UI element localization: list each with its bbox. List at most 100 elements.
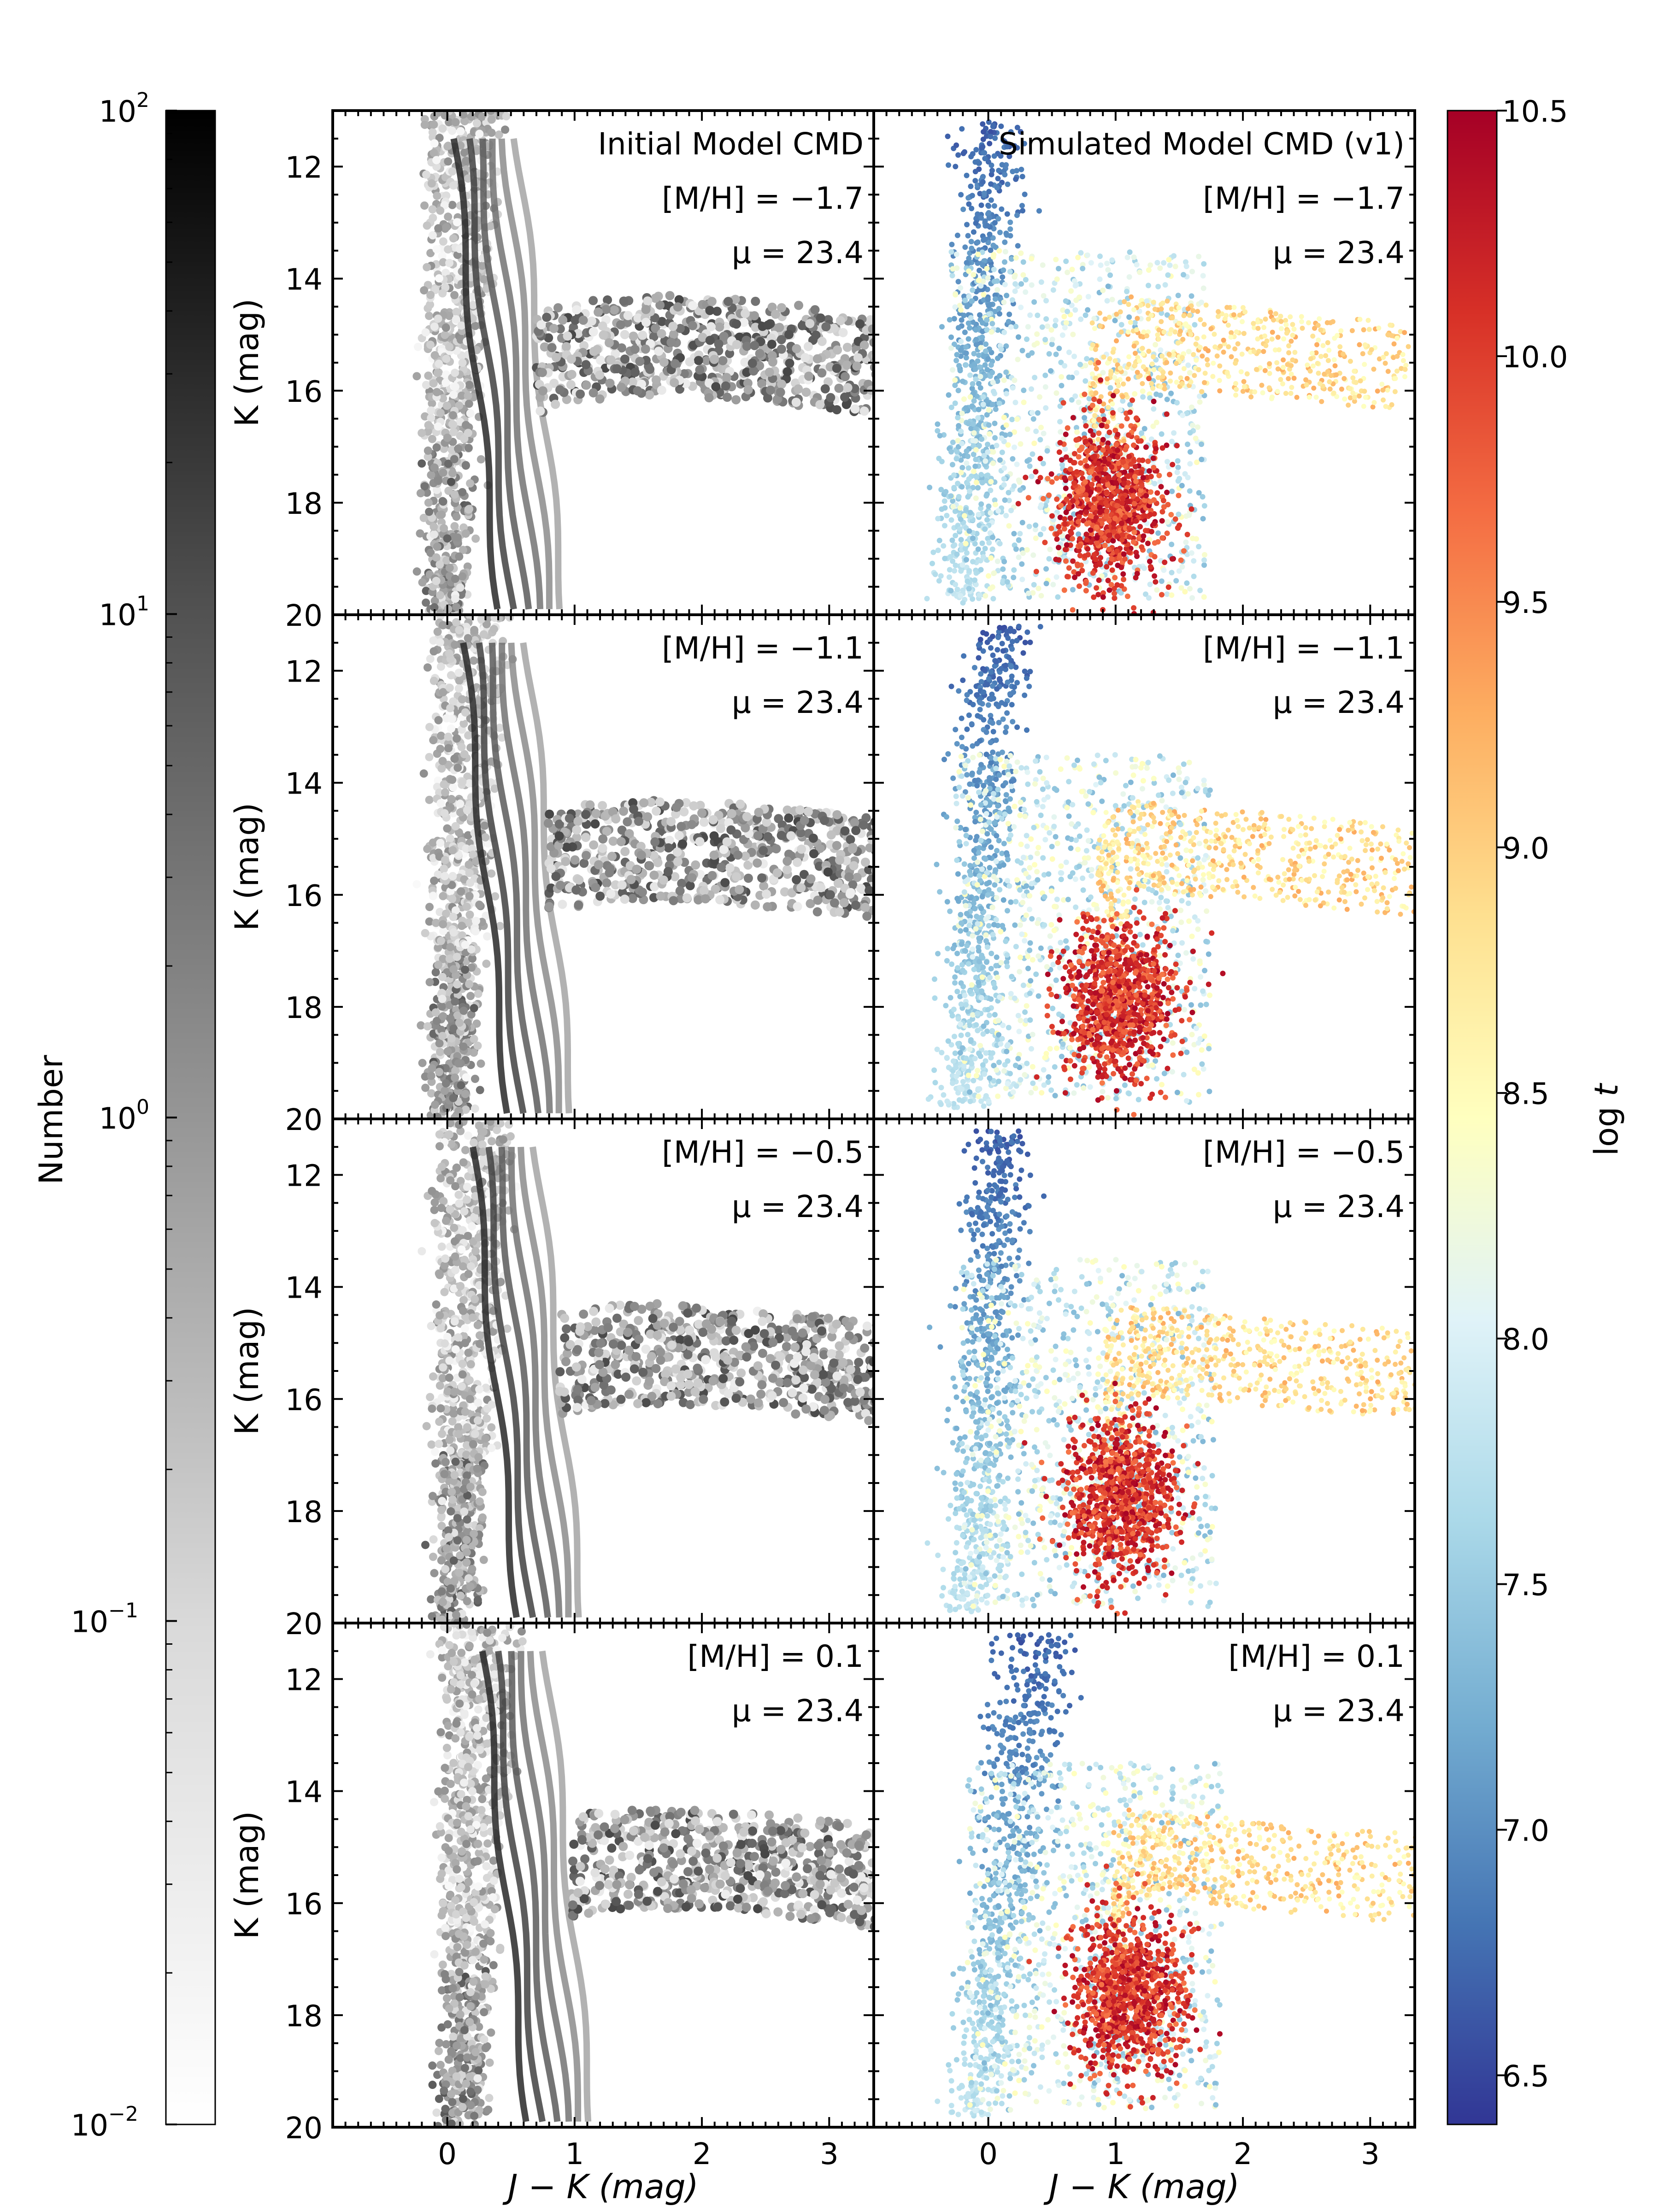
simulated-point bbox=[1104, 489, 1110, 495]
simulated-point bbox=[1165, 272, 1171, 278]
simulated-point bbox=[1275, 388, 1280, 394]
simulated-point bbox=[1062, 516, 1068, 522]
simulated-point bbox=[1113, 480, 1119, 486]
simulated-point bbox=[1037, 531, 1043, 537]
simulated-point bbox=[990, 235, 996, 241]
initial-point bbox=[665, 291, 675, 300]
simulated-point bbox=[1044, 448, 1050, 454]
simulated-point bbox=[948, 249, 954, 255]
initial-point bbox=[433, 542, 441, 551]
simulated-point bbox=[1014, 416, 1020, 422]
simulated-point bbox=[1071, 353, 1077, 359]
initial-point bbox=[771, 309, 780, 319]
simulated-point bbox=[1200, 494, 1206, 500]
simulated-point bbox=[970, 485, 976, 491]
simulated-point bbox=[1121, 551, 1127, 557]
simulated-point bbox=[1159, 319, 1164, 324]
simulated-point bbox=[1126, 432, 1132, 438]
initial-point bbox=[441, 323, 450, 332]
initial-point bbox=[645, 365, 655, 374]
simulated-point bbox=[1097, 505, 1103, 511]
initial-point bbox=[751, 323, 760, 332]
simulated-point bbox=[1010, 456, 1016, 462]
simulated-point bbox=[950, 498, 956, 504]
simulated-point bbox=[1031, 441, 1037, 447]
simulated-point bbox=[1004, 579, 1010, 585]
simulated-point bbox=[1169, 570, 1175, 576]
initial-point bbox=[435, 359, 443, 368]
simulated-point bbox=[1060, 400, 1066, 406]
simulated-point bbox=[1106, 518, 1112, 524]
y-tick-label: 14 bbox=[285, 263, 323, 297]
simulated-point bbox=[1159, 306, 1164, 312]
simulated-point bbox=[1199, 441, 1205, 447]
initial-point bbox=[859, 406, 869, 416]
initial-point bbox=[457, 321, 466, 330]
simulated-point bbox=[983, 341, 989, 347]
simulated-point bbox=[1035, 585, 1041, 591]
simulated-point bbox=[983, 477, 989, 483]
simulated-point bbox=[1064, 496, 1070, 502]
initial-point bbox=[711, 382, 721, 392]
simulated-point bbox=[1082, 391, 1088, 397]
initial-point bbox=[605, 338, 614, 347]
simulated-point bbox=[1135, 370, 1140, 375]
simulated-point bbox=[1083, 531, 1089, 537]
simulated-point bbox=[1105, 267, 1111, 273]
simulated-point bbox=[1100, 590, 1106, 596]
simulated-point bbox=[953, 533, 959, 539]
simulated-point bbox=[971, 390, 977, 396]
simulated-point bbox=[1099, 521, 1105, 527]
initial-point bbox=[558, 315, 568, 325]
simulated-point bbox=[1178, 375, 1183, 381]
simulated-point bbox=[1021, 400, 1027, 406]
simulated-point bbox=[1317, 316, 1322, 322]
simulated-point bbox=[948, 405, 954, 411]
simulated-point bbox=[1197, 345, 1203, 350]
simulated-point bbox=[963, 355, 969, 361]
simulated-point bbox=[1308, 356, 1313, 361]
initial-point bbox=[563, 331, 572, 341]
simulated-point bbox=[948, 493, 954, 499]
simulated-point bbox=[1001, 482, 1007, 488]
simulated-point bbox=[1049, 513, 1055, 519]
simulated-point bbox=[1338, 328, 1344, 334]
initial-point bbox=[800, 353, 810, 363]
simulated-point bbox=[966, 294, 972, 300]
simulated-point bbox=[1161, 329, 1167, 335]
simulated-point bbox=[1018, 441, 1024, 447]
simulated-point bbox=[948, 517, 954, 523]
simulated-point bbox=[1065, 270, 1071, 276]
simulated-point bbox=[961, 312, 967, 318]
simulated-point bbox=[1171, 253, 1177, 259]
simulated-point bbox=[1127, 512, 1133, 518]
simulated-point bbox=[971, 398, 977, 404]
simulated-point bbox=[1053, 257, 1059, 263]
simulated-point bbox=[1184, 580, 1190, 586]
simulated-point bbox=[995, 568, 1001, 574]
initial-point bbox=[777, 303, 787, 312]
simulated-point bbox=[1159, 445, 1165, 451]
simulated-point bbox=[1125, 506, 1131, 512]
simulated-point bbox=[1260, 390, 1265, 395]
initial-point bbox=[842, 342, 852, 352]
simulated-point bbox=[972, 366, 978, 372]
simulated-point bbox=[1300, 325, 1305, 331]
simulated-point bbox=[1174, 400, 1180, 406]
simulated-point bbox=[1159, 518, 1165, 524]
simulated-point bbox=[1278, 377, 1283, 382]
initial-point bbox=[442, 223, 451, 232]
simulated-point bbox=[1002, 139, 1008, 145]
simulated-point bbox=[1199, 389, 1205, 394]
simulated-point bbox=[955, 481, 961, 487]
initial-point bbox=[772, 394, 782, 404]
colorbar-tick-label: 101 bbox=[99, 592, 149, 633]
simulated-point bbox=[1221, 337, 1226, 343]
initial-point bbox=[821, 322, 831, 332]
simulated-point bbox=[964, 172, 970, 178]
simulated-point bbox=[991, 203, 997, 209]
simulated-point bbox=[994, 378, 1000, 384]
simulated-point bbox=[969, 403, 975, 409]
simulated-point bbox=[988, 510, 994, 516]
simulated-point bbox=[1171, 430, 1177, 436]
